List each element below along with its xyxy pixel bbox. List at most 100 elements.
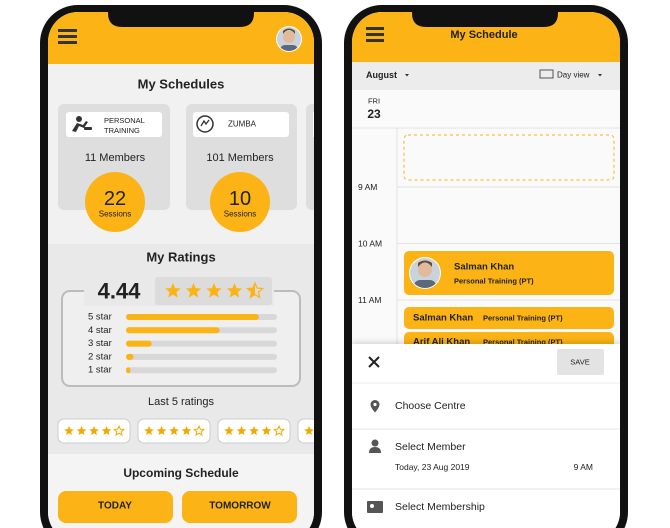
tomorrow-button[interactable] xyxy=(182,491,297,523)
section-title: My Schedules xyxy=(138,77,225,92)
event-card[interactable] xyxy=(404,251,614,295)
rating-pill xyxy=(297,418,339,444)
day-name: FRI xyxy=(368,97,380,106)
choose-centre[interactable]: Choose Centre xyxy=(395,400,466,412)
dropdown-arrow xyxy=(405,74,409,77)
event-name: Salman Khan xyxy=(413,313,473,324)
star xyxy=(247,283,255,298)
star xyxy=(156,426,167,436)
toolbar xyxy=(352,62,620,90)
star xyxy=(226,283,243,298)
members: 11 Members xyxy=(85,152,146,164)
program-card[interactable]: ZUMBA 101 Members xyxy=(186,104,297,210)
star xyxy=(181,426,192,436)
screen-title: My Schedule xyxy=(450,29,517,41)
save-button[interactable] xyxy=(557,349,604,375)
star xyxy=(206,283,222,298)
sessions-badge xyxy=(210,172,270,232)
last-ratings-title: Last 5 ratings xyxy=(148,396,215,408)
star xyxy=(304,426,314,436)
bar-track xyxy=(126,353,277,360)
menu-icon[interactable] xyxy=(58,29,77,44)
star xyxy=(249,426,259,436)
location-icon xyxy=(370,400,380,413)
button-label: TODAY xyxy=(98,501,132,512)
right-screen: My Schedule August Day view FRI 23 9 AM 1… xyxy=(352,12,620,528)
sessions-label: Sessions xyxy=(99,210,131,219)
star xyxy=(64,426,74,436)
sessions-count: 22 xyxy=(104,188,126,210)
bar-track xyxy=(126,367,277,374)
pill xyxy=(297,418,314,444)
event-type: Personal Training (PT) xyxy=(483,338,563,347)
view-selector[interactable]: Day view xyxy=(557,71,590,80)
star xyxy=(89,426,99,436)
program-card-partial xyxy=(306,104,314,210)
today-button[interactable] xyxy=(58,491,173,523)
rating-bar xyxy=(126,367,131,374)
average-stars xyxy=(165,281,265,299)
sessions-badge xyxy=(85,172,145,232)
average-rating: 4.44 xyxy=(98,279,142,304)
select-member[interactable]: Select Member xyxy=(395,441,466,453)
event-type: Personal Training (PT) xyxy=(483,314,563,323)
event-type: Personal Training (PT) xyxy=(454,277,534,286)
person-icon xyxy=(369,439,381,453)
button-label: TOMORROW xyxy=(209,501,271,512)
rating-bar xyxy=(126,340,152,347)
rating-pill xyxy=(137,418,211,444)
star xyxy=(144,426,154,436)
session-date: Today, 23 Aug 2019 xyxy=(395,462,470,472)
day-number: 23 xyxy=(367,107,381,121)
notch xyxy=(108,5,254,27)
star-label: 4 star xyxy=(88,325,112,336)
view-icon xyxy=(539,69,554,79)
left-screen: My Schedules PERSONAL TRAINING 11 Members… xyxy=(48,12,339,528)
rating-bar xyxy=(126,353,134,360)
program-card[interactable]: PERSONAL TRAINING 11 Members xyxy=(58,104,170,210)
rating-pill xyxy=(57,418,131,444)
bar-track xyxy=(126,340,277,347)
select-membership[interactable]: Select Membership xyxy=(395,501,485,513)
star xyxy=(236,426,247,436)
save-label: SAVE xyxy=(570,358,589,367)
star-outline xyxy=(113,424,125,437)
sessions-label: Sessions xyxy=(224,210,256,219)
time-label: 11 AM xyxy=(358,295,381,305)
menu-icon[interactable] xyxy=(366,27,384,42)
ratings-title: My Ratings xyxy=(146,250,215,265)
program-name-2: ZUMBA xyxy=(228,120,257,129)
star-label: 3 star xyxy=(88,338,112,349)
session-time: 9 AM xyxy=(574,462,593,472)
star-outline xyxy=(193,424,205,437)
star-outline xyxy=(273,424,285,437)
star xyxy=(224,426,234,436)
sessions-count: 10 xyxy=(229,188,251,210)
star xyxy=(165,283,181,298)
event-card[interactable] xyxy=(404,307,614,329)
rating-pill xyxy=(217,418,291,444)
members: 101 Members xyxy=(206,152,274,164)
star xyxy=(76,426,87,436)
star xyxy=(101,426,112,436)
program-name-1: PERSONAL TRAINING xyxy=(104,116,145,135)
star-label: 1 star xyxy=(88,365,112,376)
pt-icon xyxy=(72,116,92,132)
zumba-icon xyxy=(196,115,214,133)
star xyxy=(329,426,339,435)
membership-icon xyxy=(367,501,383,513)
event-name: Salman Khan xyxy=(454,262,514,273)
dropdown-arrow xyxy=(598,74,602,77)
time-label: 9 AM xyxy=(358,182,377,192)
month-selector[interactable]: August xyxy=(366,70,397,80)
star xyxy=(185,283,202,298)
star-label: 5 star xyxy=(88,312,112,323)
close-button[interactable] xyxy=(368,356,380,368)
avatar[interactable] xyxy=(276,26,302,55)
rating-bar xyxy=(126,314,259,320)
upcoming-title: Upcoming Schedule xyxy=(123,466,239,480)
star-label: 2 star xyxy=(88,351,112,362)
notch xyxy=(412,5,558,27)
